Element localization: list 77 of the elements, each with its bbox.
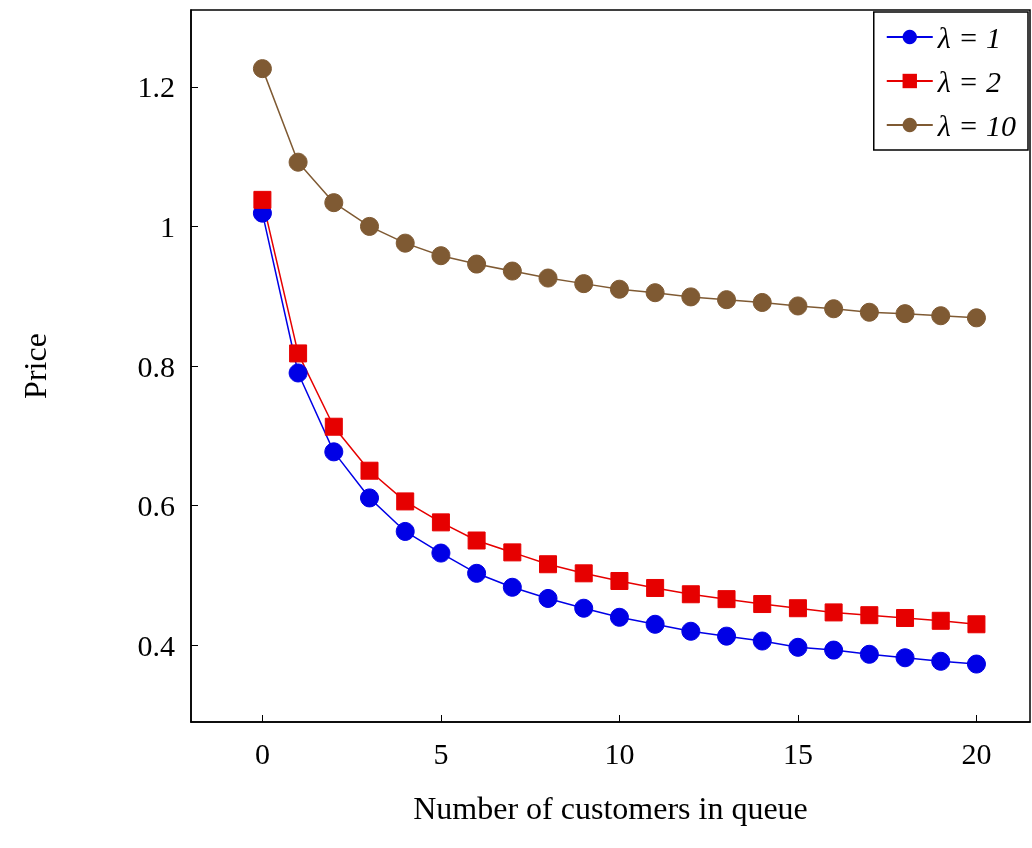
point [609,607,629,627]
x-axis-title: Number of customers in queue [413,790,808,826]
point [645,614,665,634]
point [252,59,272,79]
point [574,564,593,583]
x-tick-label: 0 [254,736,270,770]
point [324,417,343,436]
point [966,308,986,328]
point [538,268,558,288]
point [609,279,629,299]
point [467,563,487,583]
point [681,585,700,604]
point [717,290,737,310]
point [610,572,629,590]
point [431,246,451,266]
legend-label: λ = 10 [936,108,1017,142]
point [574,598,594,618]
point [931,611,950,630]
point [324,442,344,462]
point [966,654,986,674]
point [717,590,736,609]
point [502,261,522,281]
point [824,299,844,319]
x-tick-label: 20 [961,736,992,770]
point [967,615,986,634]
point [646,578,665,597]
point [396,492,415,511]
point [324,193,344,213]
point [717,626,737,646]
point [503,543,522,562]
point [431,543,451,563]
point [360,216,380,236]
point [788,637,808,657]
point [752,292,772,312]
y-tick-label: 0.6 [137,489,175,523]
point [538,588,558,608]
point [467,254,487,274]
point [360,461,379,480]
x-tick-label: 10 [604,736,635,770]
point [431,513,450,532]
point [395,233,415,253]
point [895,304,915,324]
y-tick-label: 0.4 [137,628,175,662]
point [752,631,772,651]
point [860,606,879,625]
y-tick-label: 0.8 [137,349,175,383]
point [645,283,665,303]
legend-label: λ = 1 [936,20,1002,54]
point [824,603,843,622]
point [824,640,844,660]
point [395,521,415,541]
point [753,595,772,614]
x-tick-label: 15 [782,736,813,770]
point [467,531,486,550]
point [931,651,951,671]
point [788,296,808,316]
point [502,577,522,597]
point [788,599,807,618]
point [896,608,915,627]
x-tick-label: 5 [433,736,449,770]
point [574,274,594,294]
point [681,287,701,307]
point [288,152,308,172]
y-tick-label: 1 [160,209,175,243]
point [539,555,558,574]
point [895,648,915,668]
point [289,344,308,363]
point [859,302,879,322]
legend-label: λ = 2 [936,64,1002,98]
point [681,621,701,641]
point [360,488,380,508]
point [859,644,879,664]
y-tick-label: 1.2 [137,70,175,104]
point [253,190,272,209]
point [288,363,308,383]
y-axis-title: Price [17,333,53,399]
point [931,306,951,326]
